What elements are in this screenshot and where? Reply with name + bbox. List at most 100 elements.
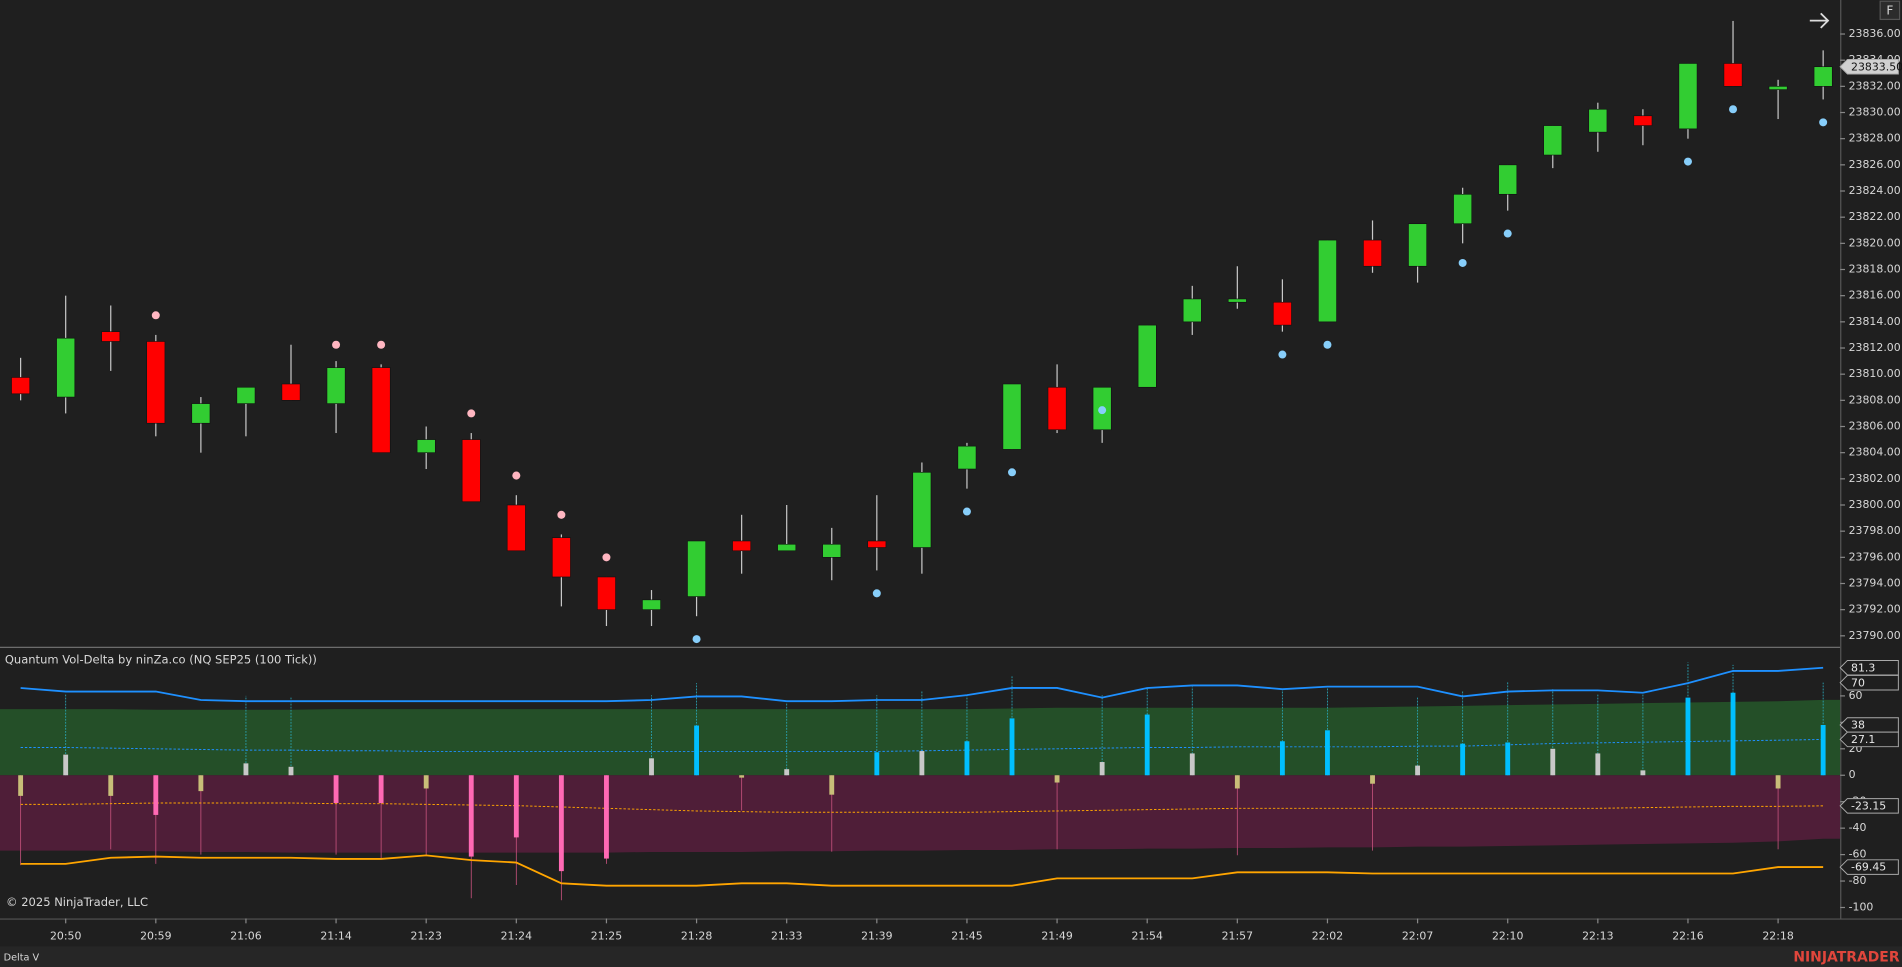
delta-bar [1234,775,1240,789]
candle-body [1633,115,1653,126]
candle-body [1047,386,1067,431]
y-tick-label: 23808.00 [1849,393,1901,406]
delta-bar [1279,741,1285,776]
delta-bar [874,752,880,776]
candle-body [777,543,797,552]
candle-body [1318,239,1337,323]
delta-bar [1099,762,1105,776]
y-tick-label: 23802.00 [1849,472,1901,485]
signal-dot [1729,105,1738,114]
candle-body [642,599,661,610]
price-panel: 23790.00 23792.00 23794.00 23796.00 23798.00… [11,20,1902,943]
y-tick-label: -80 [1849,874,1867,887]
y-tick-label: 23818.00 [1849,263,1901,276]
indicator-line [20,854,1824,887]
x-tick-label: 20:50 [50,930,81,943]
delta-bar [1775,775,1781,789]
signal-dot [332,340,341,349]
signal-dot [1098,406,1107,415]
scroll-arrow[interactable] [1809,12,1830,29]
y-tick-label: 23812.00 [1849,341,1901,354]
signal-dot [1008,468,1017,477]
delta-bar [198,775,204,792]
delta-bar [1505,742,1511,776]
delta-bar [1640,770,1646,776]
last-price-tag-box [1839,58,1899,75]
delta-bar [829,775,835,795]
candle-body [551,537,571,578]
signal-dot [557,510,566,519]
value-tag-box [1839,798,1899,814]
x-tick-label: 22:07 [1402,930,1433,943]
delta-bar [784,769,790,776]
y-tick-label: -60 [1849,848,1867,861]
delta-bar [694,725,699,776]
y-tick-label: 23806.00 [1849,420,1901,433]
candle-body [1182,298,1202,323]
x-tick-label: 21:06 [230,930,261,943]
signal-dot [1503,229,1512,238]
candle-body [1002,383,1022,450]
value-tag-box [1839,659,1899,676]
candle-body [732,540,752,552]
x-tick-label: 21:23 [410,930,441,943]
candle-body [1408,223,1427,267]
signal-dot [1278,350,1287,359]
zone [0,699,1841,776]
candle-body [101,331,121,342]
indicator-line [20,666,1824,703]
x-tick-label: 21:28 [681,930,712,943]
candle-body [822,543,842,558]
y-tick-label: 23836.00 [1849,27,1901,40]
delta-bar [1415,765,1421,776]
x-tick-label: 22:13 [1582,930,1613,943]
indicator-panel: 6040200-20-40-60-80-10081.3703827.1-23.1… [0,659,1899,913]
x-tick-label: 21:39 [861,930,892,943]
candle-body [1768,86,1788,90]
y-tick-label: 23798.00 [1849,524,1901,537]
delta-bar [1685,697,1691,776]
signal-dot [872,589,881,598]
value-tag-box [1839,731,1899,748]
value-tag: 27.1 [1851,733,1875,746]
signal-dot [1819,118,1828,127]
delta-bar [739,775,745,778]
x-tick-label: 22:10 [1492,930,1523,943]
candle-body [912,471,932,548]
y-tick-label: 23828.00 [1849,132,1901,145]
signal-dot [962,507,971,516]
indicator-line [20,738,1824,752]
value-tag: -69.45 [1851,861,1886,874]
signal-dot [602,553,611,562]
candle-body [1363,239,1382,267]
y-tick-label: -40 [1849,821,1867,834]
y-tick-label: 0 [1849,768,1856,781]
y-tick-label: 23794.00 [1849,576,1901,589]
copyright: © 2025 NinjaTrader, LLC [6,895,148,909]
y-tick-label: 60 [1849,689,1863,702]
corner-button-box[interactable] [1879,0,1901,21]
delta-bar [468,775,474,857]
delta-bar [1144,714,1150,776]
y-tick-label: 23796.00 [1849,550,1901,563]
y-tick-label: 23814.00 [1849,315,1901,328]
x-tick-label: 20:59 [140,930,171,943]
candle-body [597,576,616,610]
signal-dot [692,635,701,644]
delta-bar [964,741,970,776]
corner-button[interactable]: F [1886,3,1893,17]
delta-bar [1370,775,1375,784]
candle-body [1498,164,1518,195]
x-tick-label: 21:54 [1131,930,1162,943]
y-tick-label: 23800.00 [1849,498,1901,511]
signal-dot [377,340,386,349]
y-tick-label: 23804.00 [1849,446,1901,459]
tab-label[interactable]: Delta V [4,952,40,963]
y-tick-label: 23826.00 [1849,158,1901,171]
candle-body [506,504,526,552]
delta-bar [1009,718,1015,776]
delta-bar [153,775,159,815]
signal-dot [467,409,476,418]
candle-body [281,383,301,401]
indicator-line [20,802,1824,813]
